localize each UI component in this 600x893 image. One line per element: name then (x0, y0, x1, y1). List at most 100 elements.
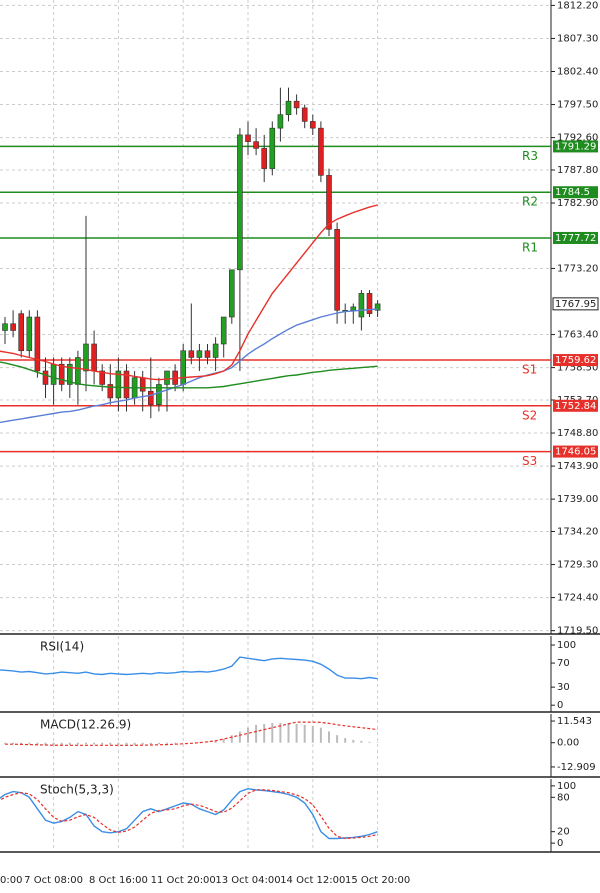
histogram-bar (101, 742, 104, 745)
y-tick-label: 1743.90 (557, 461, 598, 472)
candle-body (285, 100, 292, 115)
y-tick-label: 1782.90 (557, 198, 598, 209)
candle-body (309, 121, 316, 129)
y-tick-label: 1734.20 (557, 527, 598, 538)
level-value: 1777.72 (555, 233, 596, 244)
candle-body (123, 370, 130, 399)
indicator-line (0, 361, 378, 389)
y-tick-label: 30 (557, 682, 570, 693)
indicator-line (0, 308, 378, 424)
y-tick-label: 11.543 (557, 716, 592, 727)
candle-body (326, 175, 332, 230)
x-tick-label: 0:00 (0, 875, 22, 886)
candle-body (50, 363, 57, 385)
histogram-bar (36, 742, 39, 745)
candle-body (67, 363, 73, 385)
candle-body (269, 127, 276, 169)
histogram-bar (166, 742, 168, 744)
candle-body (366, 293, 373, 314)
histogram-bar (319, 727, 322, 743)
price-tag (552, 297, 599, 311)
y-tick-label: 1787.80 (557, 165, 598, 176)
level-name: R3 (522, 149, 538, 163)
histogram-bar (344, 738, 347, 743)
histogram-bar (230, 735, 233, 743)
histogram-bar (76, 742, 79, 745)
level-name: S2 (522, 408, 537, 422)
candle-body (253, 141, 259, 149)
histogram-bar (376, 742, 379, 743)
candle-body (301, 107, 308, 122)
candle-body (374, 303, 381, 311)
level-tag (553, 186, 598, 199)
candle-body (83, 343, 89, 372)
panel-title: MACD(12.26.9) (40, 718, 131, 732)
candle-body (188, 350, 195, 358)
candle-body (156, 384, 162, 405)
histogram-bar (336, 735, 339, 743)
level-name: R2 (522, 195, 538, 209)
level-name: S3 (522, 454, 537, 468)
candle-body (180, 350, 186, 385)
histogram-bar (271, 723, 274, 743)
histogram-bar (198, 742, 201, 743)
indicator-line (0, 656, 378, 680)
level-tag (553, 140, 598, 153)
x-tick-label: 13 Oct 04:00 (215, 875, 280, 886)
candle-body (58, 363, 65, 385)
candle-body (204, 350, 211, 358)
candle-body (277, 114, 284, 129)
candle-body (318, 127, 324, 176)
histogram-bar (12, 742, 15, 744)
candle-body (261, 148, 268, 169)
histogram-bar (303, 724, 306, 743)
y-tick-label: 1748.80 (557, 428, 598, 439)
candle-body (350, 306, 357, 311)
histogram-bar (149, 742, 152, 745)
histogram-bar (52, 742, 55, 746)
histogram-bar (44, 742, 47, 746)
indicator-line (0, 787, 378, 840)
candle-body (34, 316, 41, 372)
y-tick-label: 1719.50 (557, 626, 598, 637)
level-tag (553, 231, 598, 244)
histogram-bar (133, 742, 136, 745)
histogram-bar (368, 741, 371, 743)
level-value: 1746.05 (555, 447, 596, 458)
panel-title: Stoch(5,3,3) (40, 783, 114, 797)
histogram-bar (352, 739, 355, 743)
indicator-line (0, 789, 378, 840)
histogram-bar (263, 723, 266, 743)
histogram-bar (117, 742, 120, 745)
candle-body (293, 100, 300, 109)
y-tick-label: 80 (557, 792, 570, 803)
candle-body (237, 134, 243, 271)
histogram-bar (328, 731, 330, 743)
x-tick-label: 7 Oct 08:00 (24, 875, 83, 886)
panel-title: RSI(14) (40, 640, 84, 654)
level-value: 1759.62 (555, 355, 596, 366)
y-tick-label: 1773.20 (557, 263, 598, 274)
histogram-bar (360, 740, 363, 743)
candle-body (26, 316, 33, 352)
candle-body (139, 377, 146, 392)
level-tag (553, 445, 598, 458)
y-tick-label: 1797.50 (557, 100, 598, 111)
candle-body (334, 229, 340, 311)
y-tick-label: 1724.40 (557, 593, 598, 604)
histogram-bar (174, 742, 177, 744)
y-tick-label: 1792.60 (557, 133, 598, 144)
level-tag (553, 399, 598, 412)
level-name: R1 (522, 240, 538, 254)
histogram-bar (68, 742, 71, 745)
candle-body (91, 343, 97, 372)
candle-body (2, 323, 8, 331)
level-value: 1791.29 (555, 141, 596, 152)
x-tick-label: 14 Oct 12:00 (280, 875, 345, 886)
y-tick-label: 1763.40 (557, 330, 598, 341)
y-tick-label: 70 (557, 658, 570, 669)
y-tick-label: 0 (557, 838, 563, 849)
y-tick-label: 100 (557, 640, 576, 651)
histogram-bar (157, 742, 160, 745)
histogram-bar (214, 740, 217, 743)
